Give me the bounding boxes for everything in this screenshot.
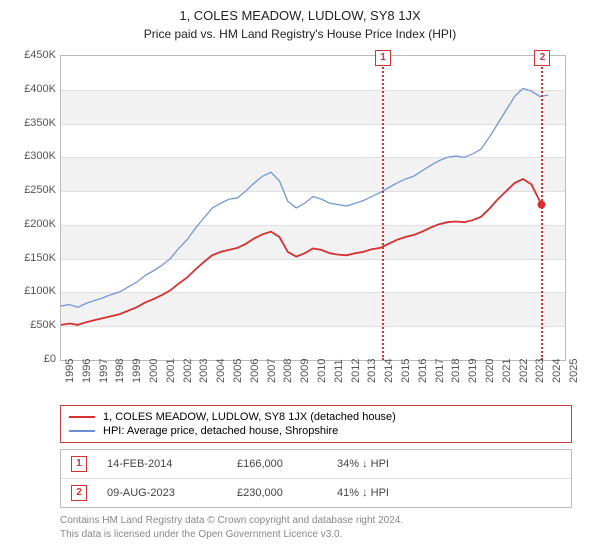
table-row: 1 14-FEB-2014 £166,000 34% ↓ HPI [61,450,571,478]
legend-row: HPI: Average price, detached house, Shro… [69,424,563,438]
series-price [61,179,542,325]
sale-marker-line [541,56,543,360]
x-axis-label: 1996 [81,359,93,383]
y-axis-label: £450K [14,49,56,61]
x-axis-label: 1998 [114,359,126,383]
legend-swatch [69,416,95,418]
x-axis-label: 2002 [182,359,194,383]
series-hpi [61,88,548,307]
x-axis-label: 2015 [400,359,412,383]
table-row: 2 09-AUG-2023 £230,000 41% ↓ HPI [61,478,571,507]
sale-date: 09-AUG-2023 [107,487,217,499]
y-axis-label: £400K [14,83,56,95]
y-axis-label: £150K [14,252,56,264]
y-axis-label: £200K [14,218,56,230]
x-axis-label: 2006 [249,359,261,383]
sale-delta: 34% ↓ HPI [337,458,389,470]
x-axis-label: 2007 [266,359,278,383]
x-axis-label: 2024 [551,359,563,383]
x-axis-label: 2019 [467,359,479,383]
legend-label: 1, COLES MEADOW, LUDLOW, SY8 1JX (detach… [103,411,396,423]
chart-title: 1, COLES MEADOW, LUDLOW, SY8 1JX [10,8,590,23]
sale-delta: 41% ↓ HPI [337,487,389,499]
x-axis-label: 2020 [484,359,496,383]
y-axis-label: £350K [14,117,56,129]
sale-price: £230,000 [237,487,317,499]
chart-subtitle: Price paid vs. HM Land Registry's House … [10,27,590,41]
legend-box: 1, COLES MEADOW, LUDLOW, SY8 1JX (detach… [60,405,572,443]
x-axis-label: 2022 [518,359,530,383]
sale-id-badge: 2 [71,485,87,501]
footer-attribution: Contains HM Land Registry data © Crown c… [60,514,572,541]
y-axis-label: £300K [14,150,56,162]
x-axis-label: 2010 [316,359,328,383]
x-axis-label: 2001 [165,359,177,383]
x-axis-label: 1997 [98,359,110,383]
x-axis-label: 2014 [383,359,395,383]
plot-area: 12 [60,55,566,361]
y-axis-label: £250K [14,184,56,196]
footer-line-1: Contains HM Land Registry data © Crown c… [60,514,572,528]
x-axis-label: 2008 [282,359,294,383]
footer-line-2: This data is licensed under the Open Gov… [60,528,572,542]
line-layer [61,56,565,360]
chart-area: 12 £0£50K£100K£150K£200K£250K£300K£350K£… [14,47,574,395]
sale-id-badge: 1 [71,456,87,472]
x-axis-label: 2021 [501,359,513,383]
x-axis-label: 2025 [568,359,580,383]
legend-row: 1, COLES MEADOW, LUDLOW, SY8 1JX (detach… [69,410,563,424]
sale-marker-box: 2 [534,50,550,66]
x-axis-label: 1995 [64,359,76,383]
x-axis-label: 2016 [417,359,429,383]
sale-date: 14-FEB-2014 [107,458,217,470]
sale-marker-line [382,56,384,360]
x-axis-label: 2009 [299,359,311,383]
x-axis-label: 1999 [131,359,143,383]
y-axis-label: £100K [14,285,56,297]
x-axis-label: 2004 [215,359,227,383]
y-axis-label: £50K [14,319,56,331]
x-axis-label: 2012 [350,359,362,383]
y-axis-label: £0 [14,353,56,365]
figure: 1, COLES MEADOW, LUDLOW, SY8 1JX Price p… [0,0,600,560]
x-axis-label: 2013 [366,359,378,383]
x-axis-label: 2011 [333,359,345,383]
sale-price: £166,000 [237,458,317,470]
x-axis-label: 2000 [148,359,160,383]
x-axis-label: 2003 [198,359,210,383]
legend-swatch [69,430,95,432]
x-axis-label: 2017 [434,359,446,383]
sale-marker-box: 1 [375,50,391,66]
x-axis-label: 2005 [232,359,244,383]
x-axis-label: 2023 [534,359,546,383]
legend-label: HPI: Average price, detached house, Shro… [103,425,338,437]
x-axis-label: 2018 [450,359,462,383]
sales-table: 1 14-FEB-2014 £166,000 34% ↓ HPI 2 09-AUG-202… [60,449,572,508]
